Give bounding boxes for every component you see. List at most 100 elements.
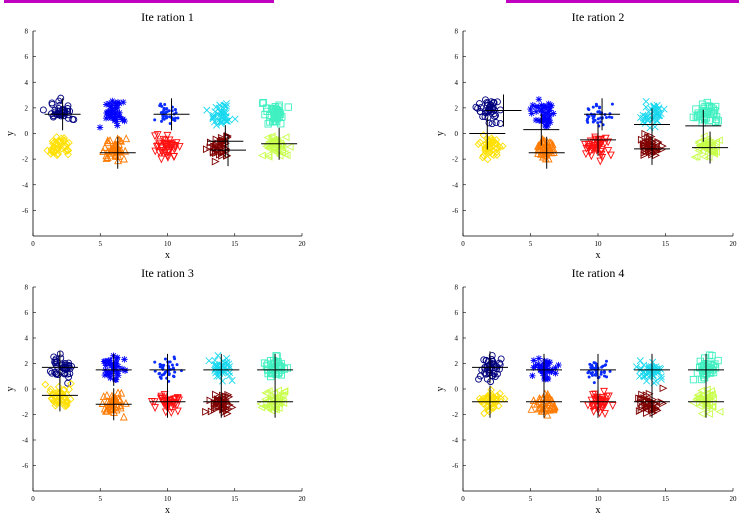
data-point [593,403,602,412]
data-point [608,402,617,410]
x-tick-label: 15 [231,495,239,503]
data-point [707,139,716,148]
data-point [62,399,71,408]
data-point [48,395,57,403]
data-point [205,357,213,365]
data-point [705,147,713,156]
cluster-diamond [43,133,73,160]
data-point [104,371,112,378]
data-point [274,386,282,395]
cluster-triangle-down [151,131,184,164]
y-tick-label: -4 [452,181,458,189]
data-point [211,108,219,116]
data-point [153,360,157,364]
data-point [590,144,599,153]
data-point [535,364,543,371]
data-point [264,144,273,153]
data-point [153,118,157,122]
data-point [119,412,128,421]
data-point [155,148,163,157]
data-point [587,152,596,161]
data-point [210,142,219,151]
data-point [165,116,169,120]
cluster-triangle-down [147,391,183,417]
y-tick-label: 2 [25,360,29,368]
data-point [163,103,167,107]
data-point [695,402,704,411]
y-tick-label: -2 [452,156,458,164]
x-axis-label: x [165,250,170,261]
data-point [51,369,59,376]
cluster-square [258,98,292,128]
data-point [700,152,709,161]
y-tick-label: 6 [455,309,459,317]
data-point [552,364,559,372]
data-point [700,373,708,382]
data-point [158,365,162,369]
data-point [472,103,480,111]
data-point [211,118,219,126]
data-point [114,104,121,111]
data-point [207,407,216,416]
data-point [172,375,176,379]
data-point [52,359,60,367]
data-point [591,116,595,120]
data-point [60,134,68,142]
data-point [700,112,709,120]
data-point [482,394,490,402]
data-point [484,141,493,149]
data-point [645,364,653,372]
data-point [653,406,662,415]
data-point [495,143,504,152]
data-point [211,356,219,364]
data-point [264,120,272,128]
data-point [597,110,601,114]
data-point [705,409,713,418]
data-point [228,403,237,412]
y-axis-label: y [5,131,16,136]
data-point [643,377,651,385]
data-point [283,364,292,372]
x-tick-label: 10 [595,240,603,248]
data-point [599,120,603,124]
data-point [170,363,174,367]
data-point [529,372,536,379]
data-point [543,361,551,369]
data-point [280,387,289,395]
data-point [116,401,125,410]
data-point [588,362,592,366]
data-point [55,104,63,112]
data-point [478,153,487,162]
data-point [222,147,231,156]
data-point [591,105,595,109]
data-point [114,122,121,129]
data-point [585,143,594,152]
data-point [105,368,113,375]
data-point [112,102,120,109]
cluster-circle [475,352,505,386]
data-point [173,370,177,374]
data-point [474,104,482,112]
data-point [209,113,217,121]
y-tick-label: 0 [25,130,29,138]
y-tick-label: 8 [25,284,29,292]
y-tick-label: 4 [455,335,459,343]
data-point [117,136,125,145]
data-point [655,112,663,120]
chart-title: Ite ration 2 [572,10,625,24]
data-point [491,373,499,380]
data-point [263,151,272,159]
data-point [643,116,651,124]
data-point [48,369,56,377]
chart-title: Ite ration 4 [572,266,625,280]
data-point [544,110,551,118]
data-point [482,402,491,411]
scatter-plot-4: 0 5 10 15 20 -6 -4 -2 0 2 4 6 8 Ite ration 4 x y [435,266,737,516]
chart-title: Ite ration 3 [141,266,194,280]
data-point [61,360,69,367]
data-point [54,145,62,153]
data-point [158,146,166,155]
data-point [176,116,180,120]
data-point [598,154,607,162]
data-point [599,372,603,376]
